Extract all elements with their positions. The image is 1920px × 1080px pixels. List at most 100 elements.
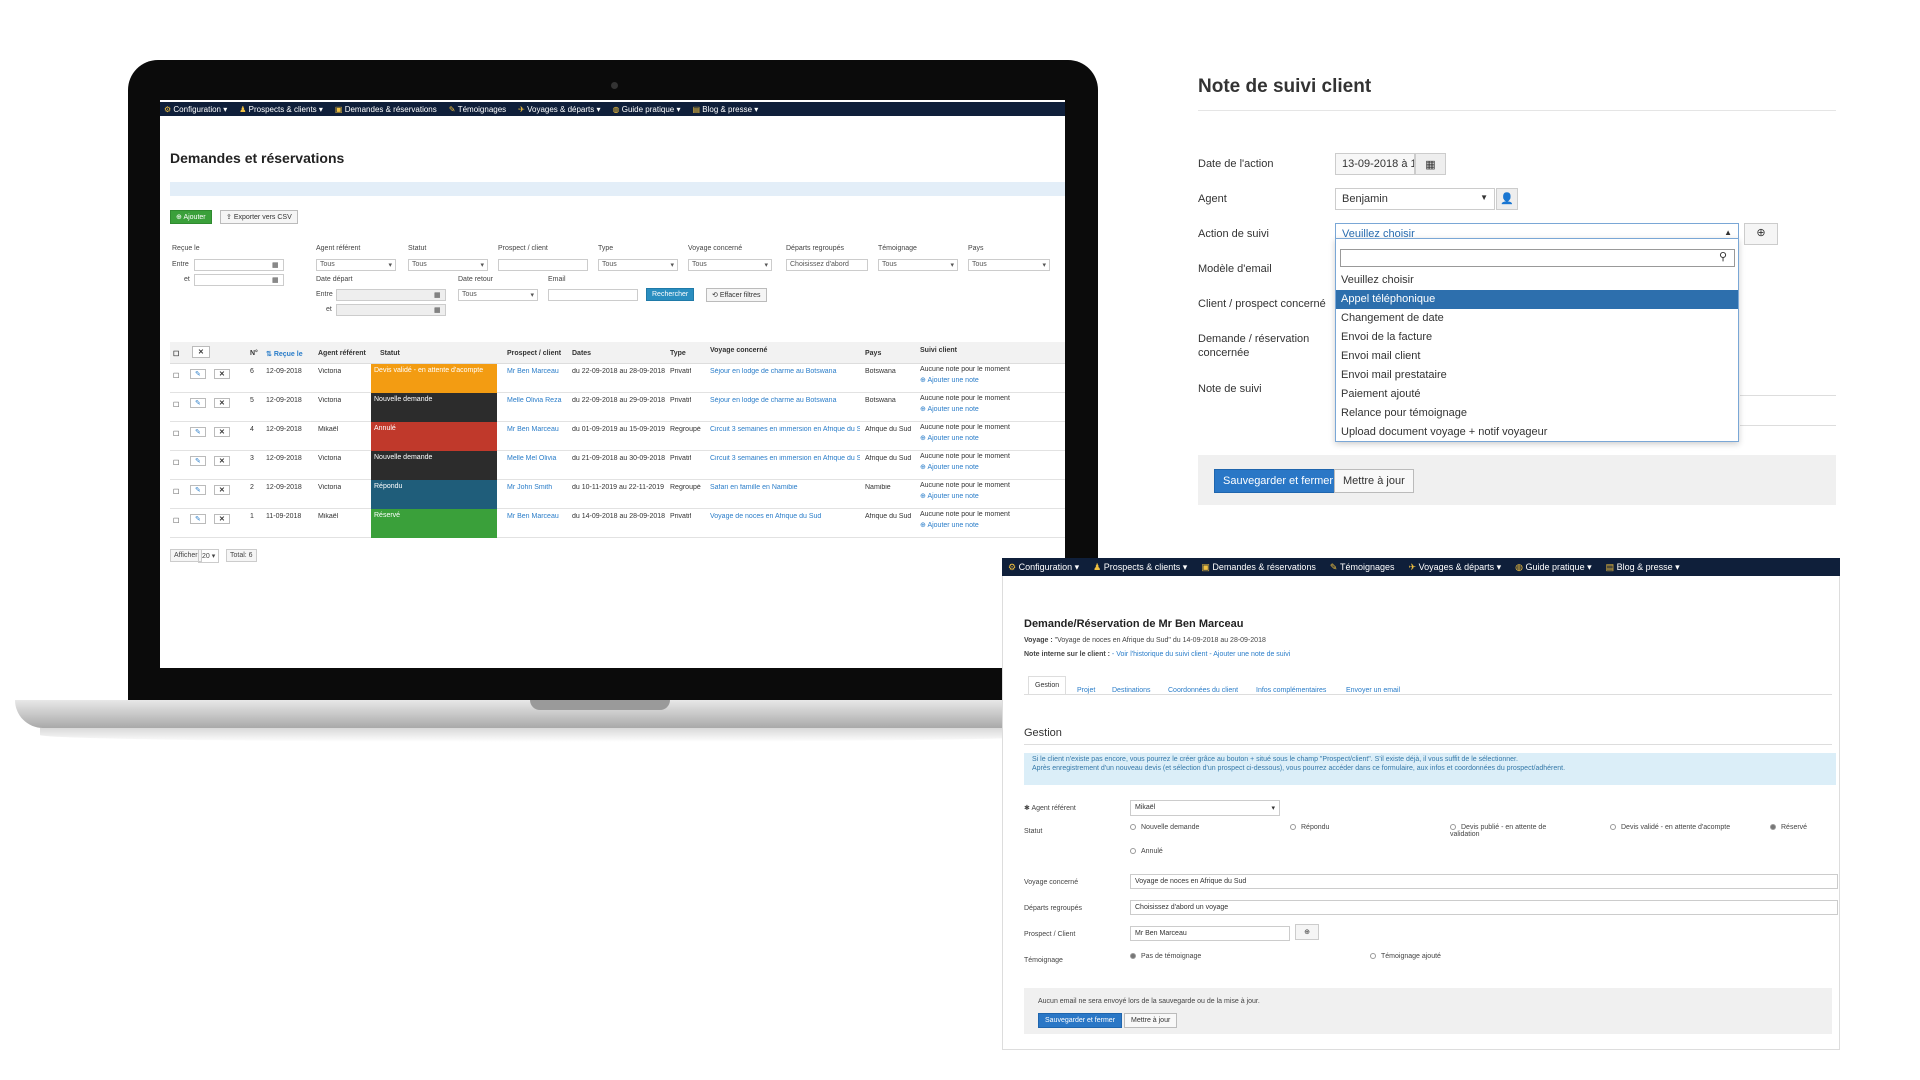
add-prospect-icon[interactable]: ⊕	[1295, 924, 1319, 940]
add-button[interactable]: ⊕ Ajouter	[170, 210, 212, 224]
tab-coordonnees[interactable]: Coordonnées du client	[1168, 687, 1239, 694]
filter-depart-to[interactable]	[336, 304, 446, 316]
row-voyage-link[interactable]: Voyage de noces en Afrique du Sud	[710, 513, 822, 520]
nav-prospects[interactable]: ♟ Prospects & clients ▾	[1093, 561, 1188, 572]
row-checkbox[interactable]: ☐	[173, 460, 180, 467]
nav-temoignages[interactable]: ✎ Témoignages	[448, 104, 507, 114]
delete-icon[interactable]: ✕	[214, 485, 230, 495]
row-checkbox[interactable]: ☐	[173, 373, 180, 380]
dropdown-option[interactable]: Envoi mail client	[1341, 350, 1421, 362]
save-close-button[interactable]: Sauvegarder et fermer	[1214, 469, 1343, 493]
row-voyage-link[interactable]: Circuit 3 semaines en immersion en Afriq…	[710, 455, 860, 462]
row-client-link[interactable]: Mr John Smith	[507, 484, 553, 491]
note-links[interactable]: - Voir l'historique du suivi client - Aj…	[1111, 651, 1291, 658]
dropdown-option[interactable]: Paiement ajouté	[1341, 388, 1421, 400]
filter-type-select[interactable]: Tous ▾	[598, 259, 678, 271]
dropdown-option[interactable]: Envoi de la facture	[1341, 331, 1433, 343]
row-add-note-link[interactable]: ⊕ Ajouter une note	[920, 522, 979, 529]
filter-agent-select[interactable]: Tous ▾	[316, 259, 396, 271]
filter-pays-select[interactable]: Tous ▾	[968, 259, 1050, 271]
delete-icon[interactable]: ✕	[214, 369, 230, 379]
filter-date-from[interactable]	[194, 259, 284, 271]
filter-prospect-input[interactable]	[498, 259, 588, 271]
row-checkbox[interactable]: ☐	[173, 402, 180, 409]
date-input[interactable]: 13-09-2018 à 1(	[1335, 153, 1415, 175]
nav-voyages[interactable]: ✈ Voyages & départs ▾	[1408, 561, 1502, 572]
calendar-icon[interactable]: ▦	[434, 307, 441, 314]
tab-destinations[interactable]: Destinations	[1112, 687, 1151, 694]
edit-icon[interactable]: ✎	[190, 485, 206, 495]
edit-icon[interactable]: ✎	[190, 514, 206, 524]
select-all-checkbox[interactable]: ☐	[173, 351, 180, 358]
voyage-concerne-input[interactable]: Voyage de noces en Afrique du Sud	[1130, 874, 1838, 889]
edit-icon[interactable]: ✎	[190, 427, 206, 437]
update-button[interactable]: Mettre à jour	[1334, 469, 1414, 493]
row-client-link[interactable]: Melle Olivia Reza	[507, 397, 562, 404]
filter-temoignage-select[interactable]: Tous ▾	[878, 259, 958, 271]
row-voyage-link[interactable]: Séjour en lodge de charme au Botswana	[710, 397, 837, 404]
nav-demandes[interactable]: ▣ Demandes & réservations	[334, 104, 437, 114]
statut-radio-nouvelle[interactable]: Nouvelle demande	[1130, 824, 1199, 831]
tab-infos[interactable]: Infos complémentaires	[1256, 687, 1327, 694]
nav-blog[interactable]: ▤ Blog & presse ▾	[1605, 561, 1680, 572]
statut-radio-devis-valide[interactable]: Devis validé - en attente d'acompte	[1610, 824, 1730, 831]
add-action-icon[interactable]: ⊕	[1744, 223, 1778, 245]
row-checkbox[interactable]: ☐	[173, 431, 180, 438]
detail-save-close-button[interactable]: Sauvegarder et fermer	[1038, 1013, 1123, 1028]
agent-referent-select[interactable]: Mikaël ▾	[1130, 800, 1280, 816]
export-csv-button[interactable]: ⇪ Exporter vers CSV	[220, 210, 298, 224]
dropdown-search-input[interactable]	[1340, 249, 1735, 267]
calendar-icon[interactable]: ▦	[1415, 153, 1446, 175]
nav-configuration[interactable]: ⚙ Configuration ▾	[1008, 561, 1080, 572]
row-voyage-link[interactable]: Circuit 3 semaines en immersion en Afriq…	[710, 426, 860, 433]
dropdown-option[interactable]: Veuillez choisir	[1341, 274, 1414, 286]
delete-icon[interactable]: ✕	[214, 427, 230, 437]
temoignage-radio-added[interactable]: Témoignage ajouté	[1370, 953, 1441, 960]
edit-icon[interactable]: ✎	[190, 369, 206, 379]
detail-update-button[interactable]: Mettre à jour	[1124, 1013, 1178, 1028]
temoignage-radio-none[interactable]: Pas de témoignage	[1130, 953, 1201, 960]
filter-statut-select[interactable]: Tous ▾	[408, 259, 488, 271]
statut-radio-devis-publie[interactable]: Devis publié - en attente de validation	[1450, 824, 1547, 838]
row-client-link[interactable]: Mr Ben Marceau	[507, 426, 559, 433]
delete-icon[interactable]: ✕	[214, 514, 230, 524]
filter-retour-select[interactable]: Tous ▾	[458, 289, 538, 301]
nav-temoignages[interactable]: ✎ Témoignages	[1329, 561, 1395, 572]
nav-configuration[interactable]: ⚙ Configuration ▾	[164, 104, 228, 114]
statut-radio-repondu[interactable]: Répondu	[1290, 824, 1329, 831]
dropdown-option[interactable]: Appel téléphonique	[1336, 290, 1738, 309]
search-button[interactable]: Rechercher	[646, 288, 695, 301]
dropdown-option[interactable]: Relance pour témoignage	[1341, 407, 1467, 419]
nav-blog[interactable]: ▤ Blog & presse ▾	[692, 104, 759, 114]
bulk-delete-icon[interactable]: ✕	[192, 346, 210, 358]
page-size-select[interactable]: 20 ▾	[198, 549, 220, 563]
delete-icon[interactable]: ✕	[214, 398, 230, 408]
filter-depart-from[interactable]	[336, 289, 446, 301]
row-add-note-link[interactable]: ⊕ Ajouter une note	[920, 493, 979, 500]
nav-guide[interactable]: ◍ Guide pratique ▾	[612, 104, 681, 114]
tab-email[interactable]: Envoyer un email	[1346, 687, 1401, 694]
delete-icon[interactable]: ✕	[214, 456, 230, 466]
dropdown-option[interactable]: Envoi mail prestataire	[1341, 369, 1447, 381]
tab-gestion[interactable]: Gestion	[1028, 676, 1067, 694]
row-client-link[interactable]: Mr Ben Marceau	[507, 368, 559, 375]
row-checkbox[interactable]: ☐	[173, 489, 180, 496]
row-add-note-link[interactable]: ⊕ Ajouter une note	[920, 464, 979, 471]
nav-demandes[interactable]: ▣ Demandes & réservations	[1201, 561, 1316, 572]
departs-select[interactable]: Choisissez d'abord un voyage	[1130, 900, 1838, 915]
edit-icon[interactable]: ✎	[190, 456, 206, 466]
filter-email-input[interactable]	[548, 289, 638, 301]
col-recue[interactable]: ⇅ Reçue le	[266, 351, 303, 358]
nav-guide[interactable]: ◍ Guide pratique ▾	[1515, 561, 1592, 572]
row-voyage-link[interactable]: Safari en famille en Namibie	[710, 484, 798, 491]
calendar-icon[interactable]: ▦	[272, 262, 279, 269]
row-add-note-link[interactable]: ⊕ Ajouter une note	[920, 377, 979, 384]
agent-select[interactable]: Benjamin ▼	[1335, 188, 1495, 210]
row-checkbox[interactable]: ☐	[173, 518, 180, 525]
filter-departs-select[interactable]: Choisissez d'abord	[786, 259, 868, 271]
filter-voyage-select[interactable]: Tous ▾	[688, 259, 772, 271]
prospect-input[interactable]: Mr Ben Marceau	[1130, 926, 1290, 941]
row-client-link[interactable]: Melle Mel Olivia	[507, 455, 557, 462]
edit-icon[interactable]: ✎	[190, 398, 206, 408]
calendar-icon[interactable]: ▦	[434, 292, 441, 299]
